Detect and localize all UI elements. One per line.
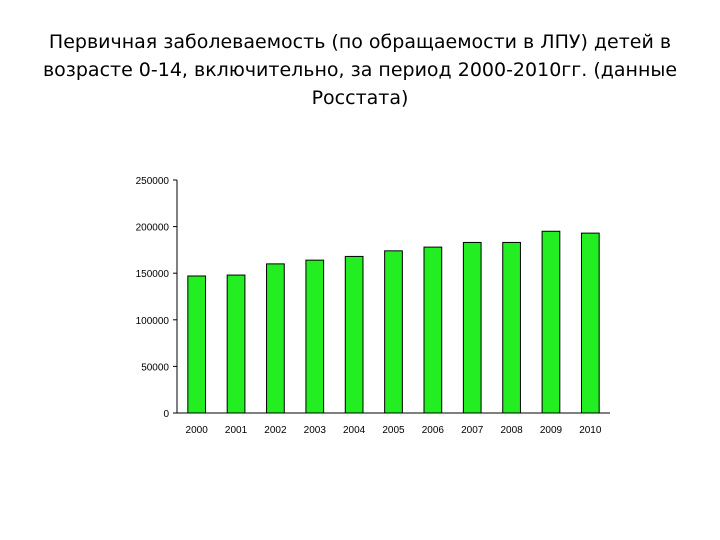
bar-2008 [502,241,521,414]
y-axis: 0 50000 100000 150000 200000 250000 [136,176,178,420]
x-tick-label: 2010 [579,425,602,436]
y-tick-label: 150000 [136,269,170,280]
y-tick-label: 50000 [141,362,169,373]
bar-2009 [541,230,561,414]
bars [187,230,600,414]
y-tick-label: 200000 [136,223,170,234]
x-tick-label: 2002 [264,425,287,436]
bar-2010 [580,232,600,414]
x-tick-label: 2009 [540,425,563,436]
x-tick-label: 2003 [304,425,327,436]
x-tick-label: 2000 [186,425,209,436]
bar-2006 [423,246,443,414]
x-tick-label: 2007 [461,425,484,436]
x-tick-label: 2001 [225,425,248,436]
bar-2000 [187,275,207,414]
x-tick-label: 2005 [382,425,405,436]
bar-2004 [344,255,364,414]
bar-2001 [226,274,246,414]
bar-2003 [305,259,325,414]
x-axis: 2000 2001 2002 2003 2004 2005 2006 2007 2008 2009… [177,412,610,436]
y-tick-label: 250000 [136,176,170,187]
y-tick-label: 100000 [136,316,170,327]
slide-title: Первичная заболеваемость (по обращаемост… [42,31,678,109]
y-tick-label: 0 [163,409,169,420]
bar-2007 [462,241,482,414]
bar-2002 [266,263,285,414]
x-tick-label: 2006 [422,425,445,436]
x-tick-label: 2004 [343,425,366,436]
x-tick-label: 2008 [500,425,523,436]
bar-2005 [384,250,403,414]
